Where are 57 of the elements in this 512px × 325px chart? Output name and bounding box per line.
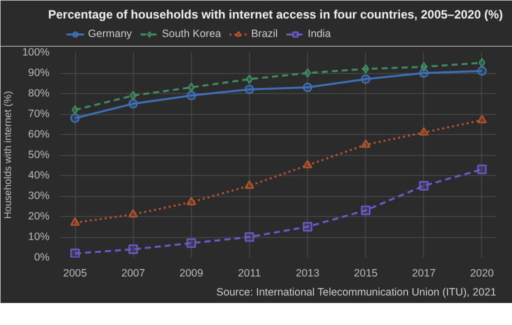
x-tick-label: 2009 [179, 268, 204, 280]
point [477, 66, 487, 76]
x-tick-label: 2011 [238, 268, 261, 280]
point [128, 99, 138, 108]
point [244, 232, 254, 242]
point [246, 74, 253, 84]
point [360, 206, 370, 216]
point [188, 82, 195, 92]
point [360, 139, 370, 148]
point [420, 62, 428, 72]
x-tick-label: 2017 [412, 268, 436, 280]
y-tick-label: 50% [28, 149, 50, 161]
x-tick-label: 2013 [296, 268, 320, 280]
point [244, 84, 254, 94]
legend-label: Germany [88, 28, 132, 40]
point [419, 181, 429, 190]
point [362, 64, 370, 74]
x-tick-label: 2007 [121, 268, 146, 280]
point [477, 114, 487, 124]
point [419, 127, 429, 136]
x-tick-label: 2015 [354, 268, 378, 280]
point [304, 68, 311, 78]
point [70, 248, 80, 258]
y-tick-label: 100% [22, 46, 50, 58]
y-tick-label: 90% [28, 67, 50, 79]
point [244, 180, 254, 189]
y-tick-label: 60% [28, 128, 50, 140]
x-tick-label: 2005 [63, 268, 87, 280]
point [302, 222, 312, 232]
source-note: Source: International Telecommunication Union (ITU), 2021 [216, 286, 496, 298]
chart-title: Percentage of households with internet access in four countries, 2005–2020 (%) [48, 8, 503, 22]
point [186, 196, 196, 206]
point [302, 160, 312, 168]
y-tick-label: 30% [28, 190, 50, 202]
point [302, 82, 312, 92]
legend-label: South Korea [162, 28, 222, 40]
legend-label: Brazil [251, 28, 278, 40]
y-axis-title: Households with internet (%) [3, 91, 14, 219]
point [128, 209, 138, 218]
y-tick-label: 0% [34, 252, 50, 264]
point [360, 74, 370, 84]
y-tick-label: 10% [28, 231, 50, 243]
point [478, 58, 486, 68]
point [477, 164, 487, 174]
point [130, 90, 137, 100]
point [72, 105, 78, 115]
point [186, 90, 196, 100]
point [128, 244, 138, 254]
point [70, 113, 80, 123]
x-tick-label: 2020 [470, 268, 494, 280]
y-tick-label: 20% [28, 210, 50, 222]
y-tick-label: 40% [28, 170, 50, 182]
y-tick-label: 80% [28, 88, 50, 100]
point [186, 238, 196, 248]
legend-label: India [308, 28, 331, 40]
y-tick-label: 70% [28, 108, 50, 120]
point [70, 217, 80, 226]
